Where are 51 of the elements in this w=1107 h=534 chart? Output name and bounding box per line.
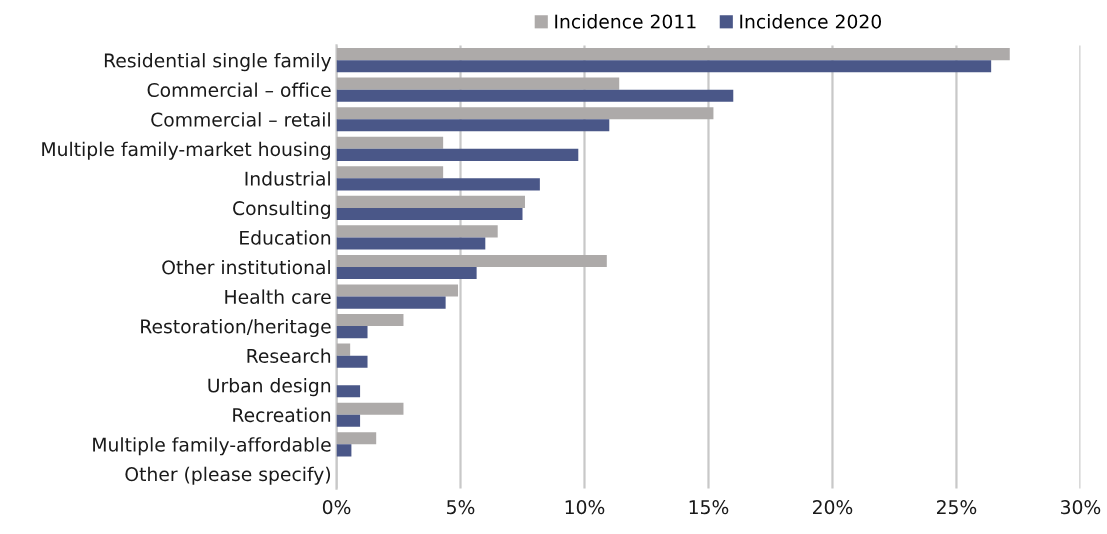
y-tick-label: Multiple family-affordable	[93, 437, 331, 456]
x-tick-label: 30%	[1061, 500, 1101, 515]
bar	[336, 254, 607, 267]
legend-label: Incidence 2011	[555, 14, 696, 29]
y-tick-label: Restoration/heritage	[141, 318, 331, 338]
y-tick-label: Consulting	[233, 200, 330, 219]
y-tick-label: Research	[247, 348, 331, 364]
y-tick-label: Multiple family-market housing	[42, 141, 330, 160]
bar	[336, 77, 620, 90]
bar	[336, 237, 486, 250]
y-tick-label: Industrial	[245, 171, 330, 186]
y-tick-label: Other (please specify)	[125, 466, 331, 485]
x-tick-label: 15%	[689, 500, 729, 515]
bar	[336, 326, 368, 339]
bar	[336, 267, 477, 280]
y-tick-label: Recreation	[233, 407, 331, 423]
bar	[336, 48, 1010, 61]
bar	[336, 355, 368, 368]
bar	[336, 296, 446, 309]
bar	[336, 402, 404, 415]
bar	[336, 136, 444, 149]
x-tick-label: 25%	[936, 500, 977, 515]
bar	[336, 284, 459, 297]
bar	[336, 225, 498, 238]
y-tick-label: Education	[240, 230, 331, 245]
bar	[336, 313, 404, 327]
y-tick-label: Commercial – office	[147, 82, 331, 98]
y-tick-label: Commercial – retail	[151, 112, 330, 127]
bar	[336, 60, 992, 73]
bar	[336, 119, 610, 132]
bar	[336, 414, 361, 427]
bar	[336, 444, 352, 457]
y-tick-label: Residential single family	[104, 53, 332, 72]
bar	[336, 195, 525, 208]
y-tick-label: Urban design	[208, 378, 331, 397]
legend-label: Incidence 2020	[740, 14, 882, 29]
y-tick-label: Health care	[225, 289, 331, 304]
bar	[336, 148, 579, 161]
x-tick-label: 10%	[565, 500, 605, 515]
bar	[336, 385, 361, 398]
bar	[336, 89, 734, 102]
bar	[336, 178, 540, 191]
bar	[336, 166, 444, 179]
x-tick-label: 0%	[322, 500, 351, 515]
bar	[336, 343, 351, 356]
bar	[336, 207, 523, 221]
x-tick-label: 20%	[813, 500, 853, 515]
bar	[336, 432, 377, 445]
y-tick-label: Other institutional	[162, 259, 330, 275]
x-tick-label: 5%	[447, 500, 475, 515]
bar	[336, 107, 714, 120]
